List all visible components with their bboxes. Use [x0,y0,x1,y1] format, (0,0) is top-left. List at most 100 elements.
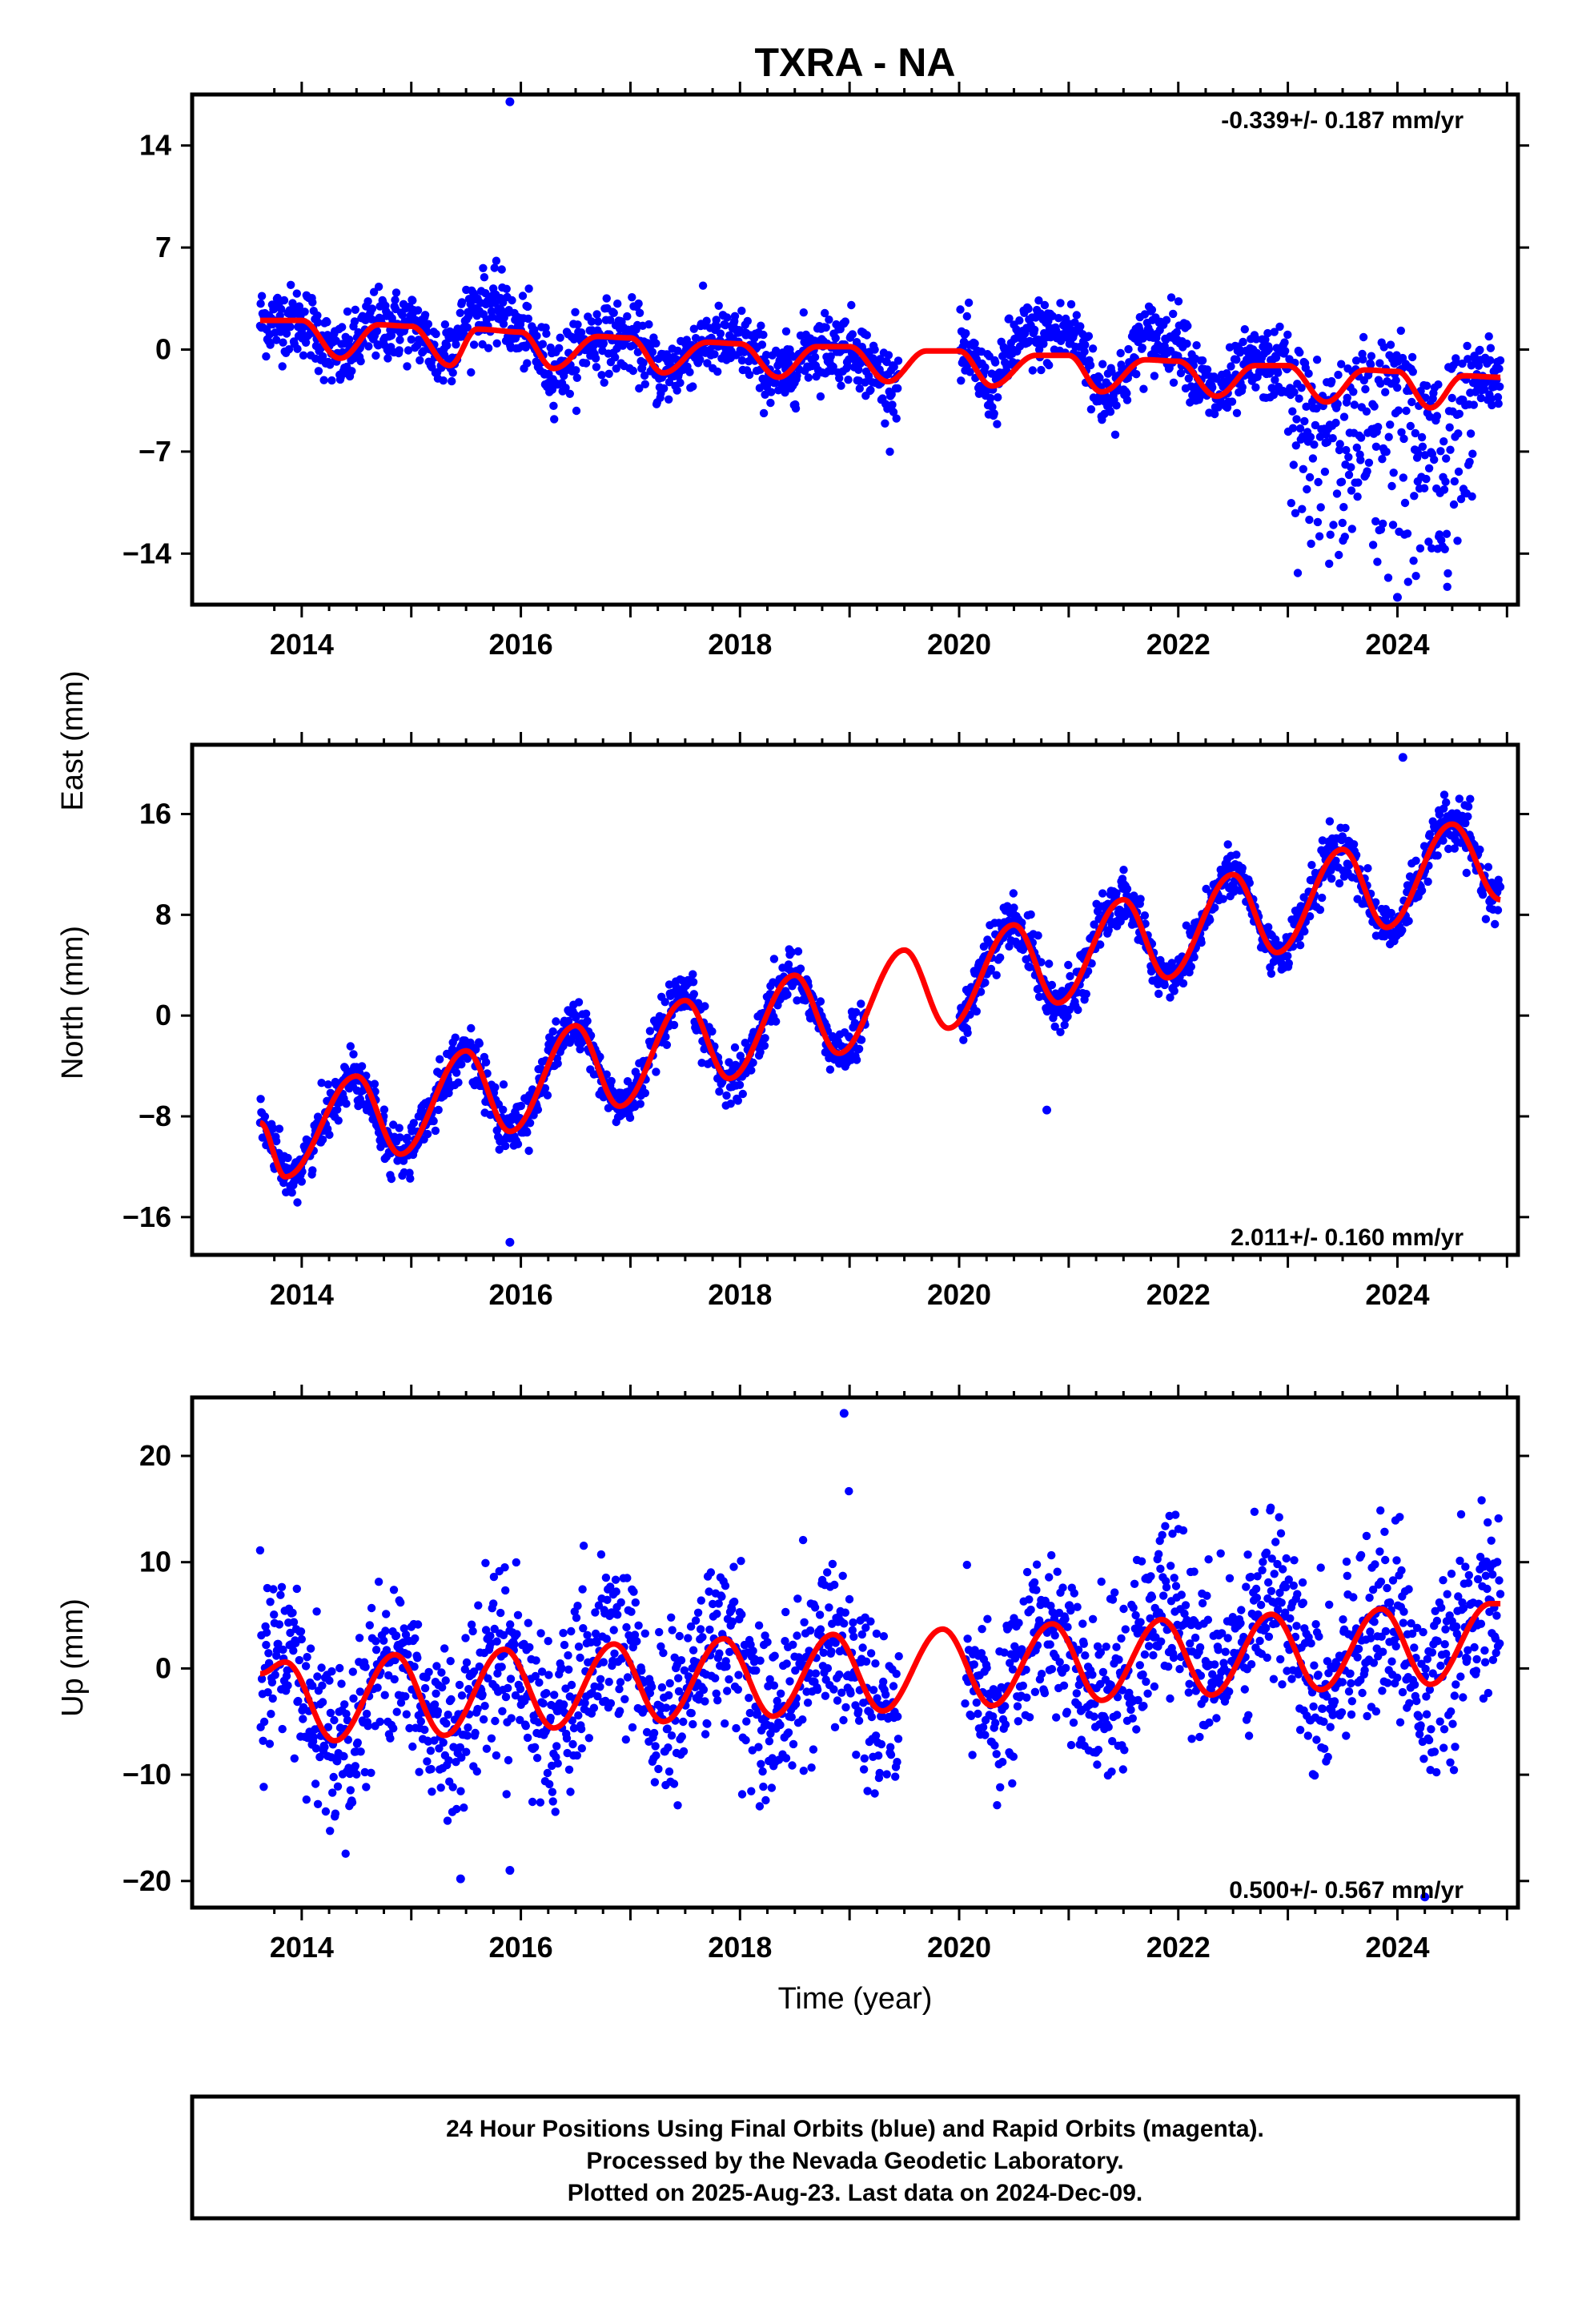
data-point [1169,309,1178,319]
data-point [799,308,808,317]
data-point [572,1751,581,1760]
data-point [742,1717,751,1726]
data-point [1466,794,1475,803]
data-point [374,282,383,292]
data-point [760,1041,769,1051]
data-point [597,371,606,380]
data-point [1455,794,1464,803]
data-point [708,1027,717,1036]
data-point [464,1723,472,1732]
data-point [841,317,850,326]
data-point [964,298,974,308]
x-tick-label: 2024 [1365,1278,1429,1311]
data-point [616,1707,624,1715]
data-point [733,1096,742,1105]
data-point [596,1550,606,1559]
data-point [1315,532,1324,541]
data-point [881,419,889,428]
data-point [1382,448,1391,456]
data-point [1028,366,1038,375]
data-point [371,351,380,360]
data-point [533,1105,543,1114]
data-point [1467,361,1476,370]
data-point [756,1047,765,1057]
data-point [732,1723,741,1733]
data-point [411,1634,420,1643]
data-point [635,308,644,317]
y-tick-label: 0 [155,333,171,366]
data-point [396,336,404,344]
data-point [607,1076,616,1086]
data-point [384,1671,393,1680]
data-point [784,960,793,969]
data-point [279,1645,287,1655]
data-point [1136,895,1145,903]
data-point [1399,434,1408,444]
data-point [763,1638,772,1647]
data-point [1370,402,1379,411]
data-point [271,1671,279,1679]
data-point [513,1610,523,1620]
data-point [640,371,649,380]
data-point [433,1707,443,1716]
data-point [861,378,869,387]
data-point [702,316,711,325]
data-point [295,1655,303,1665]
data-point [471,1728,480,1738]
x-tick-label: 2024 [1365,628,1429,661]
data-point [259,1783,268,1791]
data-point [696,1625,705,1634]
data-point [1040,300,1050,310]
data-point [363,1722,372,1731]
data-point [1084,332,1094,340]
data-point [345,335,354,344]
data-point [604,1678,613,1687]
data-point [662,1703,671,1712]
data-point [1407,352,1417,362]
data-point [583,1016,592,1026]
y-tick-label: 8 [155,898,171,931]
data-point [1150,372,1159,380]
data-point [689,978,698,987]
data-point [1476,345,1484,355]
data-point [1423,877,1432,887]
data-point [745,1694,753,1703]
data-point [1379,343,1388,352]
data-point [291,1638,300,1647]
data-point [1384,432,1393,441]
data-point [1438,644,1446,652]
data-point [342,1100,351,1108]
data-point [581,359,591,368]
data-point [506,1675,516,1683]
data-point [1300,927,1309,936]
data-point [518,292,528,300]
data-point [457,1059,466,1069]
data-point [436,1783,445,1792]
data-point [540,1084,550,1093]
data-point [479,1715,488,1724]
data-point [737,306,746,316]
data-point [889,408,898,416]
data-point [581,1009,591,1019]
data-point [759,408,769,418]
data-point [484,344,493,352]
data-point [536,1798,545,1807]
data-point [1098,360,1107,368]
data-point [733,1685,742,1694]
data-point [687,1709,696,1718]
data-point [1219,895,1227,903]
data-point [665,1691,673,1700]
outlier-point [1042,1105,1052,1115]
data-point [1186,962,1196,971]
data-point [1455,409,1464,418]
data-point [499,1080,508,1089]
data-point [1295,941,1305,950]
data-point [1003,902,1012,911]
data-point [793,996,801,1005]
data-point [489,1572,499,1582]
data-point [524,314,532,324]
data-point [1172,328,1182,337]
data-point [552,1017,560,1026]
data-point [1411,428,1420,438]
